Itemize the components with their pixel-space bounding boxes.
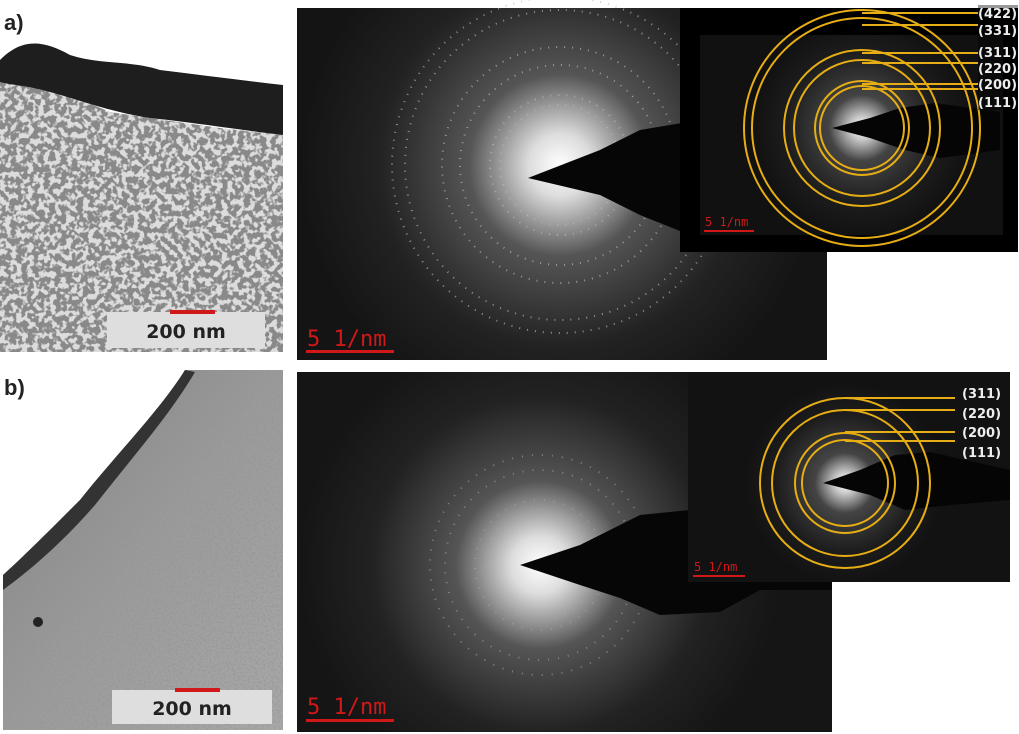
tem-image-a: 200 nm bbox=[0, 5, 283, 352]
indexed-inset-b: (311) (220) (200) (111) 5 1/nm bbox=[688, 372, 1010, 582]
panel-label-a: a) bbox=[4, 10, 24, 35]
ring-label: (220) bbox=[962, 407, 1001, 422]
panel-b: 200 nm b) 5 1/nm bbox=[3, 370, 1010, 732]
indexed-inset-a: (422) (331) (311) (220) (200) (111) 5 1/… bbox=[680, 5, 1018, 252]
tem-scale-label-a: 200 nm bbox=[146, 321, 226, 343]
ring-label: (311) bbox=[962, 387, 1001, 402]
ring-label: (111) bbox=[962, 446, 1001, 461]
panel-a: 200 nm a) 5 1/nm bbox=[0, 0, 1018, 360]
ring-label: (200) bbox=[978, 78, 1017, 93]
ring-label: (200) bbox=[962, 426, 1001, 441]
panel-label-b: b) bbox=[4, 375, 25, 400]
scale-bar bbox=[170, 310, 215, 314]
tem-image-b: 200 nm bbox=[3, 370, 283, 730]
inset-scale-label-a: 5 1/nm bbox=[705, 215, 748, 229]
ring-label: (220) bbox=[978, 62, 1017, 77]
saed-scale-label-b: 5 1/nm bbox=[307, 695, 386, 720]
ring-label: (422) bbox=[978, 7, 1017, 22]
tem-scale-label-b: 200 nm bbox=[152, 698, 232, 720]
scale-box bbox=[107, 312, 265, 348]
inset-scale-label-b: 5 1/nm bbox=[694, 560, 737, 574]
ring-label: (111) bbox=[978, 96, 1017, 111]
ring-label: (311) bbox=[978, 46, 1017, 61]
diffraction-rings-a bbox=[743, 9, 981, 247]
saed-scale-label-a: 5 1/nm bbox=[307, 327, 386, 352]
ring-label: (331) bbox=[978, 24, 1017, 39]
